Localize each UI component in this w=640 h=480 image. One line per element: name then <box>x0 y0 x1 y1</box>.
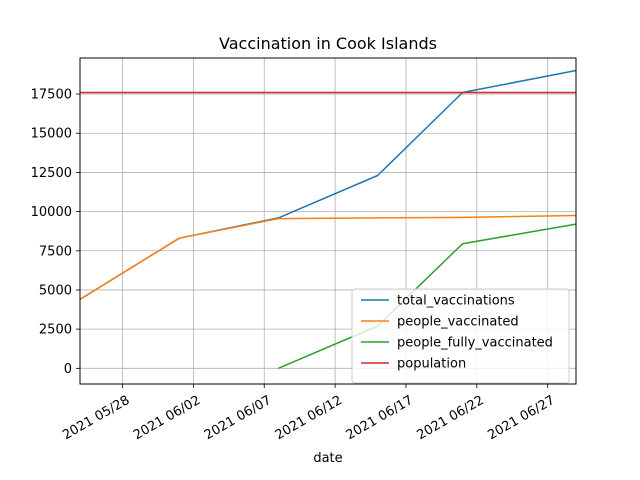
legend-label: total_vaccinations <box>397 294 515 309</box>
x-tick-label: 2021 05/28 <box>60 393 132 443</box>
y-tick-label: 17500 <box>31 88 72 103</box>
y-tick-label: 7500 <box>39 244 72 259</box>
legend-label: people_fully_vaccinated <box>397 336 553 351</box>
y-tick-label: 5000 <box>39 283 72 298</box>
y-tick-label: 12500 <box>31 166 72 181</box>
x-tick-label: 2021 06/12 <box>273 393 345 443</box>
x-tick-label: 2021 06/27 <box>485 393 557 443</box>
legend-label: population <box>397 357 466 372</box>
y-tick-label: 2500 <box>39 323 72 338</box>
y-tick-label: 10000 <box>31 205 72 220</box>
x-tick-label: 2021 06/02 <box>131 393 203 443</box>
y-tick-label: 15000 <box>31 127 72 142</box>
chart-title: Vaccination in Cook Islands <box>219 34 437 53</box>
plot-frame <box>79 57 577 385</box>
x-axis-label: date <box>313 451 342 466</box>
legend-label: people_vaccinated <box>397 315 519 330</box>
x-tick-label: 2021 06/07 <box>202 393 274 443</box>
series-line-total-vaccinations <box>79 69 577 301</box>
series-line-people-vaccinated <box>79 214 577 301</box>
y-tick-label: 0 <box>64 362 72 377</box>
series-line-people-fully-vaccinated <box>278 223 577 369</box>
x-tick-label: 2021 06/17 <box>344 393 416 443</box>
legend-box <box>351 288 570 384</box>
x-tick-label: 2021 06/22 <box>414 393 486 443</box>
series-layer <box>79 69 577 369</box>
tick-layer: 0 2500 5000 7500 10000 12500 15000 17500 2021 05… <box>31 88 558 444</box>
legend: total_vaccinations people_vaccinatedpeopl… <box>351 288 570 384</box>
